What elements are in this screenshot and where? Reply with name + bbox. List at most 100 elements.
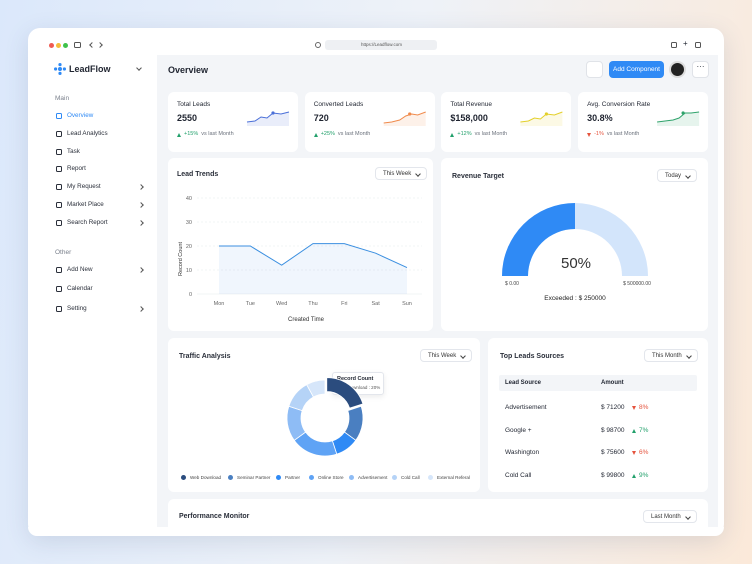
nav-item[interactable]: Task (55, 145, 150, 163)
nav-label: Task (67, 147, 80, 155)
nav-item[interactable]: My Request (55, 180, 150, 198)
trend-arrow (587, 133, 592, 137)
sidebar-toggle[interactable] (74, 42, 81, 48)
nav-label: Setting (67, 304, 87, 312)
nav-item[interactable]: Market Place (55, 198, 150, 216)
brand-logo (54, 63, 66, 75)
stat-note: vs last Month (606, 131, 640, 137)
nav-icon (56, 130, 62, 137)
nav-icon (56, 113, 62, 119)
trend-arrow (632, 428, 636, 433)
stat-change: +25% (320, 131, 335, 137)
tabs-icon[interactable] (695, 42, 701, 48)
add-component-button[interactable]: Add Component (609, 61, 664, 78)
x-tick-label: Wed (276, 301, 287, 307)
legend-label: Partner (285, 474, 301, 480)
lead-amount: $ 98700 (601, 426, 625, 434)
nav-label: Report (67, 165, 86, 173)
lead-change: 8% (639, 404, 649, 411)
legend-swatch (392, 475, 397, 480)
lead-source: Advertisement (505, 404, 547, 411)
card-title: Traffic Analysis (179, 353, 231, 360)
filter-dropdown[interactable]: This Month (644, 349, 698, 362)
close-dot[interactable] (49, 43, 54, 48)
stat-note: vs last Month (474, 131, 508, 137)
filter-dropdown[interactable]: Today (657, 169, 698, 182)
nav-icon (56, 166, 62, 173)
nav-icon (56, 184, 62, 191)
y-axis-label: Record Count (178, 242, 184, 276)
sparkline (657, 111, 700, 126)
nav-item[interactable]: Search Report (55, 216, 150, 234)
sparkline-line (520, 111, 563, 123)
sparkline-line (657, 111, 700, 123)
trend-arrow (632, 474, 636, 479)
tooltip-title: Record Count (337, 376, 374, 382)
trend-line (219, 243, 408, 269)
sparkline-area (520, 112, 563, 126)
avatar[interactable] (669, 61, 686, 78)
gauge-progress (502, 203, 575, 276)
stat-card: Converted Leads 720 +25% vs last Month (304, 92, 435, 152)
y-tick-label: 30 (186, 220, 192, 226)
x-tick-label: Tue (246, 301, 255, 307)
refresh-button[interactable] (586, 61, 603, 78)
stat-label: Total Revenue (450, 101, 492, 108)
stat-note: vs last Month (201, 131, 234, 137)
nav-item[interactable]: Calendar (55, 282, 150, 302)
stat-label: Avg. Conversion Rate (587, 101, 651, 108)
lead-change: 9% (639, 472, 649, 480)
sparkline-area (247, 112, 289, 126)
nav-label: Lead Analytics (67, 129, 108, 137)
revenue-target-card: Revenue Target Today (441, 158, 708, 331)
nav-icon (56, 219, 62, 226)
column-header: Amount (601, 380, 624, 386)
lead-change: 7% (639, 426, 649, 434)
legend-label: External Referal (437, 474, 470, 480)
nav-icon (56, 286, 62, 293)
sparkline-dot (271, 111, 275, 115)
legend-label: Web Download (190, 474, 222, 480)
filter-dropdown[interactable]: This Week (375, 167, 428, 180)
brand-name: LeadFlow (69, 64, 111, 74)
nav-item[interactable]: Add New (55, 263, 150, 283)
nav-label: Overview (67, 112, 94, 119)
stat-card: Avg. Conversion Rate 30.8% -1% vs last Mont… (578, 92, 709, 152)
lead-amount: $ 75600 (601, 449, 625, 457)
filter-dropdown[interactable]: This Week (420, 349, 473, 362)
url-bar[interactable]: https://Leadflow.com (325, 40, 437, 50)
filter-dropdown[interactable]: Last Month (643, 510, 697, 523)
nav-label: Calendar (67, 285, 93, 293)
stat-label: Converted Leads (313, 101, 364, 108)
lead-source: Washington (505, 449, 540, 457)
nav-item[interactable]: Lead Analytics (55, 127, 150, 145)
legend-label: Cold Call (401, 474, 420, 480)
x-axis-label: Created Time (288, 317, 325, 323)
nav-icon (56, 148, 62, 155)
tooltip-text: Web Download : 20% (337, 385, 381, 390)
lead-amount: $ 71200 (601, 404, 625, 411)
nav-icon (56, 305, 62, 312)
nav-item[interactable]: Report (55, 162, 150, 180)
share-icon[interactable] (671, 42, 677, 48)
window-bottom (28, 527, 724, 536)
y-tick-label: 40 (186, 196, 192, 202)
nav-item[interactable]: Setting (55, 302, 150, 322)
nav-item[interactable]: Overview (55, 109, 150, 127)
sparkline-area (657, 112, 700, 126)
privacy-icon (315, 42, 321, 48)
stat-note: vs last Month (337, 131, 371, 137)
legend-label: Advertisement (358, 474, 388, 480)
trend-arrow (177, 133, 181, 137)
new-tab[interactable]: + (683, 39, 688, 48)
nav-label: Add New (67, 265, 93, 273)
maximize-dot[interactable] (63, 43, 68, 48)
stat-change: -1% (594, 131, 604, 137)
donut-segment (326, 377, 364, 409)
x-tick-label: Fri (341, 301, 347, 307)
minimize-dot[interactable] (56, 43, 61, 48)
sparkline-line (246, 111, 290, 123)
more-button[interactable]: ··· (692, 61, 709, 78)
sparkline-line (383, 111, 426, 124)
